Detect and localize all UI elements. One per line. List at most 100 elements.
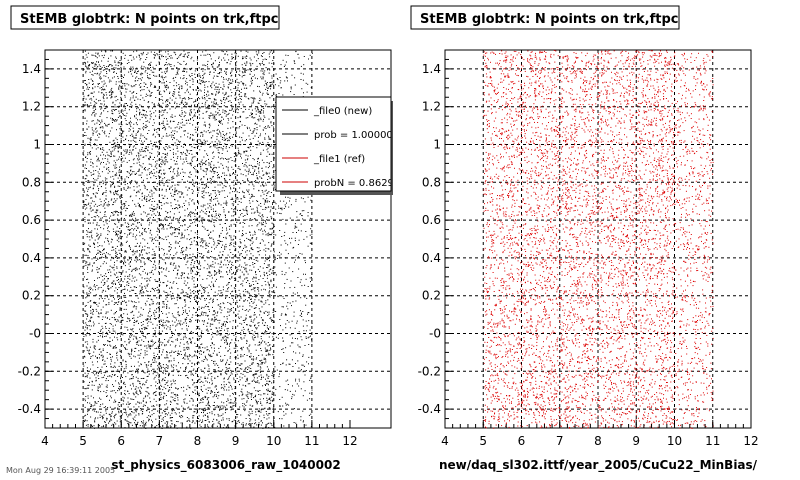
scatter-point: [209, 271, 211, 273]
scatter-point: [199, 289, 200, 291]
scatter-point: [299, 352, 301, 354]
scatter-point: [167, 87, 169, 89]
scatter-point: [115, 231, 117, 233]
scatter-point: [284, 257, 286, 259]
scatter-point: [107, 233, 109, 235]
scatter-point: [172, 120, 174, 122]
scatter-point: [186, 317, 188, 319]
scatter-point: [245, 394, 247, 396]
scatter-point: [235, 179, 237, 181]
scatter-point: [239, 222, 241, 224]
scatter-point: [203, 194, 205, 196]
scatter-point: [184, 299, 186, 301]
scatter-point: [260, 76, 262, 78]
scatter-point: [309, 379, 311, 381]
scatter-point: [140, 86, 142, 88]
scatter-point: [89, 300, 91, 302]
scatter-point: [231, 266, 232, 268]
scatter-point: [241, 88, 242, 90]
scatter-point: [227, 302, 229, 303]
scatter-point: [201, 306, 203, 308]
scatter-point: [300, 297, 302, 299]
scatter-point: [181, 225, 183, 227]
scatter-point: [241, 391, 243, 393]
scatter-point: [189, 387, 191, 389]
scatter-point: [236, 373, 238, 375]
scatter-point: [110, 64, 112, 65]
scatter-point: [250, 59, 252, 61]
scatter-point: [131, 135, 133, 137]
scatter-point: [239, 75, 241, 76]
scatter-point: [110, 55, 112, 57]
scatter-point: [161, 204, 163, 206]
scatter-point: [163, 90, 165, 92]
scatter-point: [254, 312, 255, 314]
scatter-point: [227, 399, 229, 401]
scatter-point: [260, 203, 262, 204]
scatter-point: [134, 228, 136, 230]
scatter-point: [204, 144, 206, 146]
scatter-point: [235, 371, 237, 373]
scatter-point: [148, 408, 150, 410]
scatter-point: [151, 152, 153, 154]
scatter-point: [100, 71, 102, 73]
scatter-point: [90, 197, 92, 199]
scatter-point: [110, 363, 112, 365]
scatter-point: [200, 179, 202, 181]
scatter-point: [188, 325, 189, 327]
scatter-point: [156, 203, 158, 205]
scatter-point: [178, 94, 180, 96]
scatter-point: [214, 190, 216, 192]
scatter-point: [261, 376, 263, 378]
scatter-point: [252, 166, 254, 167]
scatter-point: [87, 402, 88, 404]
scatter-point: [242, 326, 244, 328]
scatter-point: [209, 115, 211, 117]
scatter-point: [190, 162, 192, 164]
scatter-point: [128, 233, 130, 235]
scatter-point: [139, 149, 141, 151]
scatter-point: [121, 121, 123, 122]
scatter-point: [209, 412, 211, 414]
scatter-point: [129, 340, 131, 342]
scatter-point: [265, 330, 266, 332]
scatter-point: [188, 54, 190, 56]
scatter-point: [92, 209, 94, 211]
scatter-point: [275, 73, 277, 75]
scatter-point: [89, 64, 91, 65]
scatter-point: [154, 54, 156, 56]
scatter-point: [199, 335, 201, 337]
scatter-point: [190, 330, 192, 332]
scatter-point: [124, 204, 126, 206]
scatter-point: [207, 86, 209, 88]
scatter-point: [188, 346, 190, 348]
scatter-point: [201, 238, 203, 240]
scatter-point: [275, 274, 277, 276]
scatter-point: [215, 295, 217, 297]
scatter-point: [232, 121, 234, 123]
scatter-point: [214, 166, 216, 168]
scatter-point: [135, 255, 137, 257]
scatter-point: [256, 247, 258, 249]
scatter-point: [125, 261, 127, 263]
scatter-point: [131, 270, 133, 272]
scatter-point: [233, 201, 235, 203]
scatter-point: [83, 243, 85, 245]
scatter-point: [160, 398, 162, 400]
scatter-point: [133, 137, 135, 139]
scatter-point: [219, 143, 220, 145]
scatter-point: [210, 199, 212, 201]
scatter-point: [203, 130, 205, 132]
scatter-point: [200, 398, 202, 400]
scatter-point: [134, 319, 135, 321]
scatter-point: [89, 151, 91, 152]
scatter-point: [111, 92, 113, 94]
scatter-point: [212, 299, 214, 301]
scatter-point: [160, 384, 162, 386]
scatter-point: [182, 158, 184, 160]
scatter-point: [246, 219, 248, 221]
scatter-point: [96, 139, 98, 141]
scatter-point: [254, 307, 256, 309]
scatter-point: [194, 77, 196, 78]
scatter-point: [221, 116, 223, 118]
